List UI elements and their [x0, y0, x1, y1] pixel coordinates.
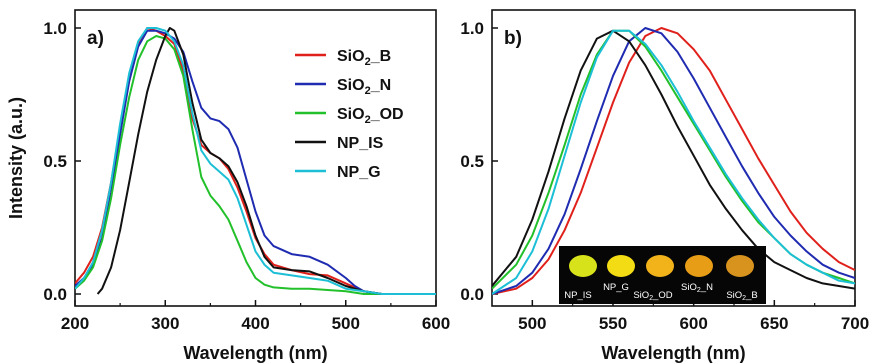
inset-label: NP_IS [564, 290, 591, 301]
x-axis-label: Wavelength (nm) [183, 343, 327, 363]
series-line-np-is [492, 29, 855, 290]
legend-label: NP_G [337, 164, 381, 181]
legend-item: NP_IS [295, 135, 384, 152]
sample-vial-dot [569, 255, 597, 277]
legend-item: SiO2_B [295, 48, 391, 68]
x-axis-label: Wavelength (nm) [601, 343, 745, 363]
series-line-np-is [96, 27, 436, 295]
series-line-np-g [492, 29, 855, 295]
x-tick-label: 550 [599, 314, 627, 333]
x-tick-label: 500 [332, 314, 360, 333]
series-group [492, 27, 855, 295]
y-tick-label: 1.0 [460, 19, 484, 38]
inset-label: NP_G [603, 282, 629, 293]
legend-label: SiO2_OD [337, 106, 404, 126]
series-group [75, 27, 436, 295]
x-tick-label: 200 [61, 314, 89, 333]
series-line-np-g [75, 27, 436, 295]
y-tick-label: 0.0 [460, 285, 484, 304]
inset-label: SiO2_B [726, 290, 757, 302]
panel-a: 200 300 400 500 600 0.0 0.5 1.0 Wavelength (nm) I… [6, 9, 450, 363]
y-tick-label: 0.0 [43, 285, 67, 304]
sample-vial-dot [607, 255, 635, 277]
sample-vial-dot [646, 255, 674, 277]
legend-label: SiO2_N [337, 77, 391, 97]
inset-label: SiO2_N [681, 282, 713, 294]
panel-b: 500 550 600 650 700 0.0 0.5 1.0 Wavelength (nm) b… [460, 9, 869, 363]
inset-photo: NP_IS NP_G SiO2_OD SiO2_N SiO2_B [559, 246, 766, 304]
legend-item: SiO2_N [295, 77, 391, 97]
sample-vial-dot [685, 255, 713, 277]
y-axis-label: Intensity (a.u.) [6, 97, 26, 219]
x-tick-label: 400 [241, 314, 269, 333]
plot-frame [491, 9, 856, 307]
panel-label: b) [504, 28, 522, 49]
series-line-sio2-b [492, 27, 855, 295]
x-tick-label: 600 [422, 314, 450, 333]
series-line-sio2-n [492, 27, 855, 295]
legend-label: SiO2_B [337, 48, 391, 68]
y-tick-label: 1.0 [43, 19, 67, 38]
legend-label: NP_IS [337, 135, 384, 152]
x-tick-label: 650 [760, 314, 788, 333]
y-tick-label: 0.5 [43, 152, 67, 171]
x-tick-label: 600 [679, 314, 707, 333]
x-tick-label: 700 [841, 314, 869, 333]
series-line-sio2-od [75, 35, 436, 295]
series-line-sio2-n [75, 29, 436, 295]
series-line-sio2-b [75, 27, 436, 295]
y-tick-label: 0.5 [460, 152, 484, 171]
legend-item: SiO2_OD [295, 106, 404, 126]
x-tick-label: 500 [518, 314, 546, 333]
sample-vial-dot [726, 255, 754, 277]
legend: SiO2_B SiO2_N SiO2_OD NP_IS NP_G [295, 48, 404, 181]
inset-label: SiO2_OD [633, 290, 672, 302]
panel-label: a) [87, 28, 104, 49]
legend-item: NP_G [295, 164, 381, 181]
x-tick-label: 300 [151, 314, 179, 333]
